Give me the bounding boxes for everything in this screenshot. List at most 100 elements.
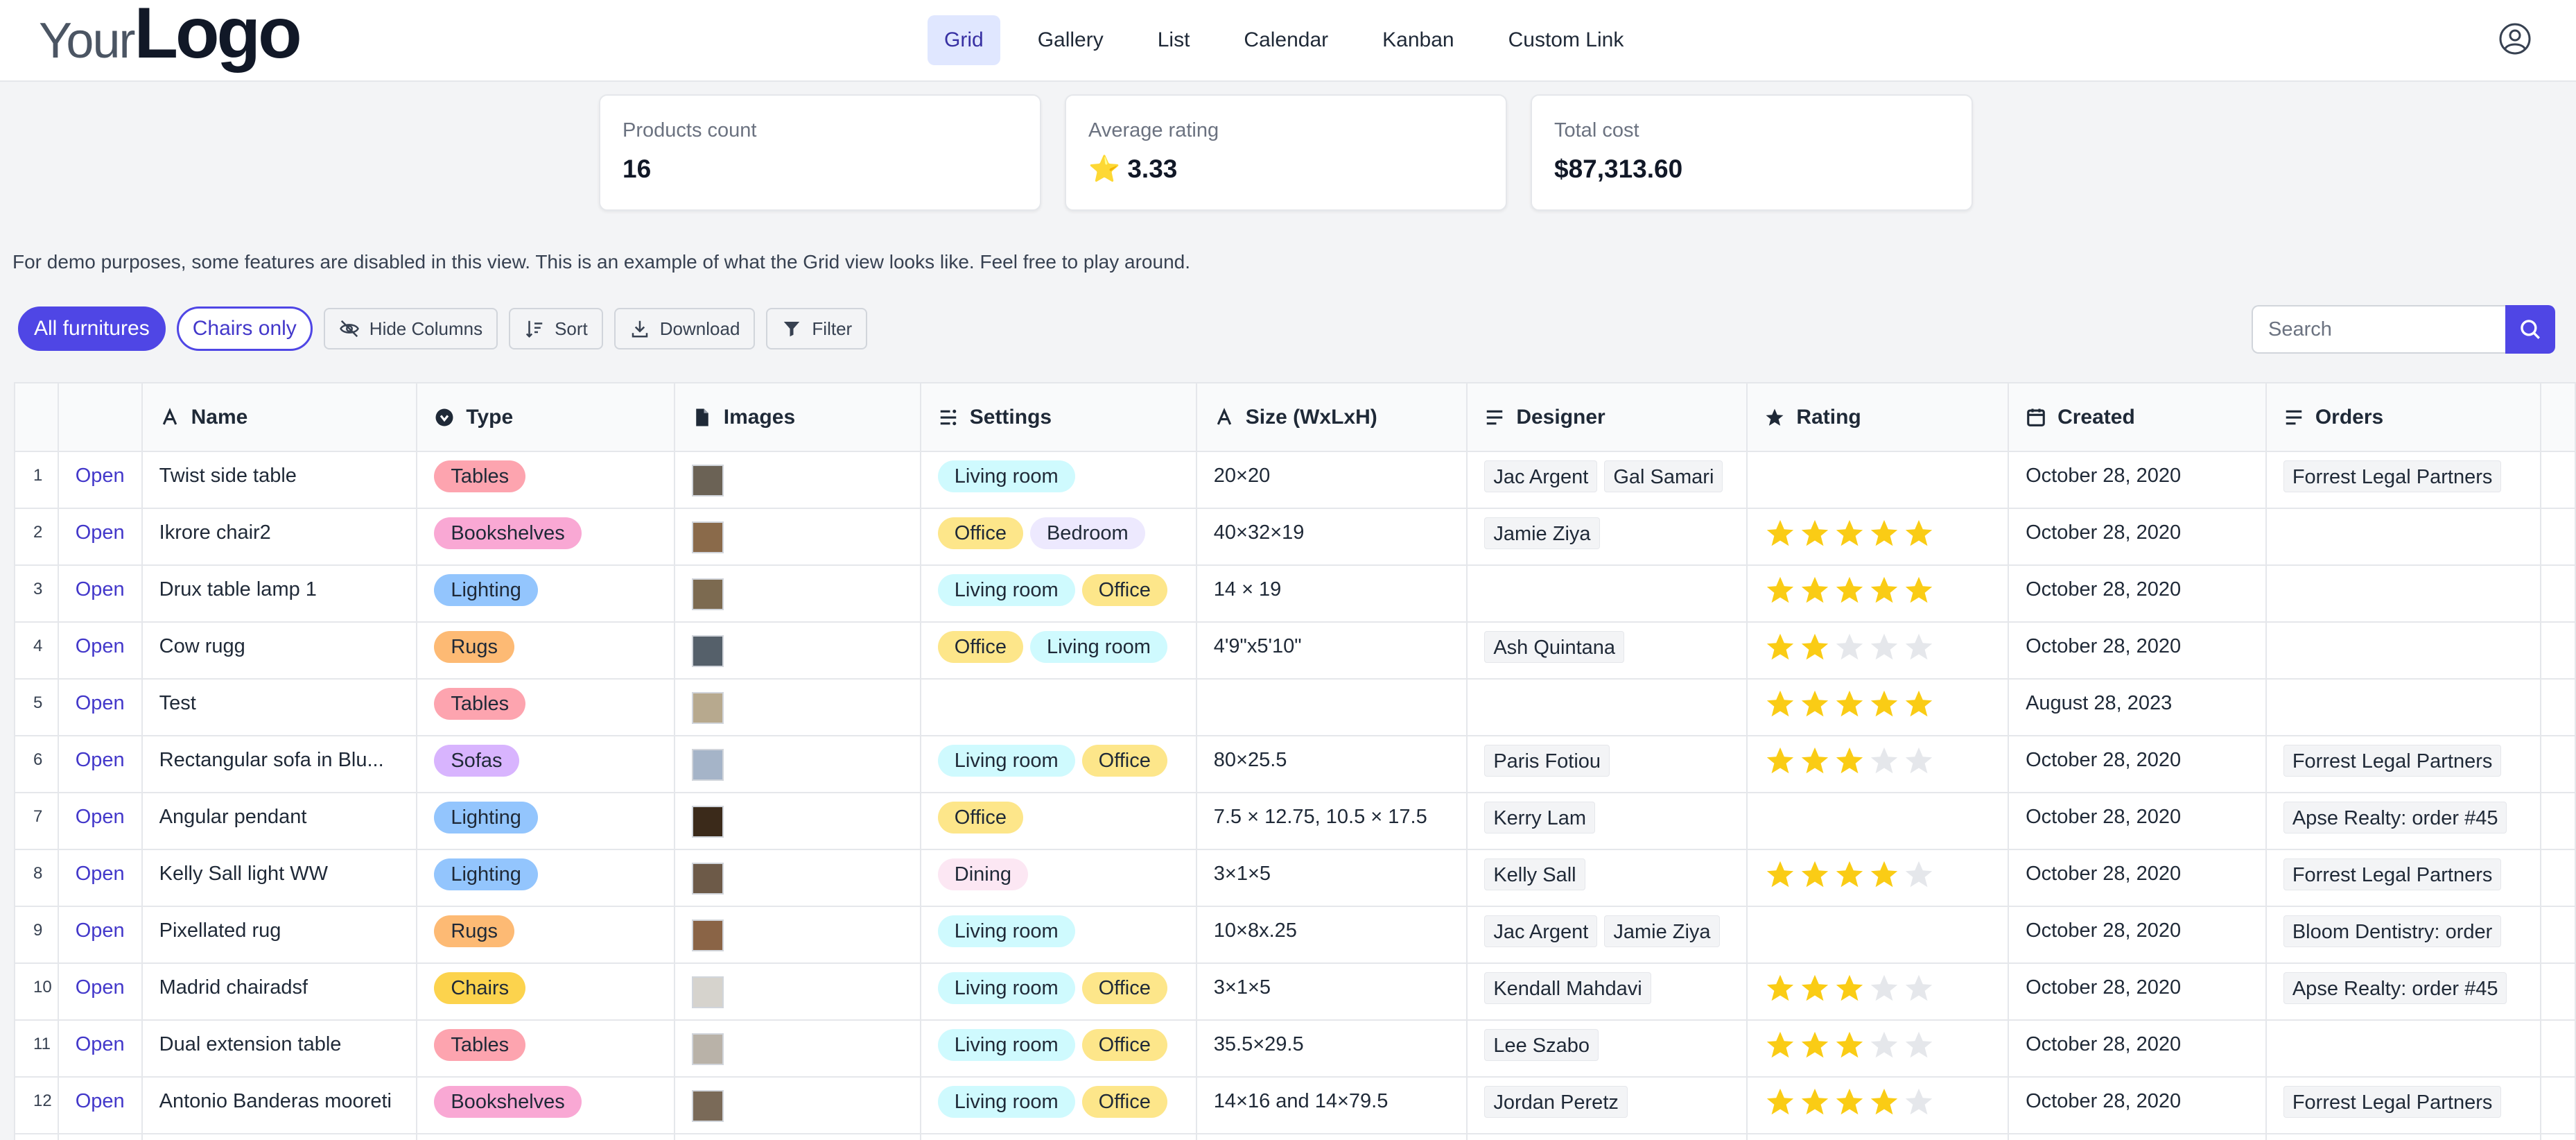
open-row-link[interactable]: Open: [75, 919, 125, 942]
star-icon[interactable]: [1868, 745, 1900, 777]
download-button[interactable]: Download: [613, 308, 756, 349]
star-icon[interactable]: [1764, 1029, 1796, 1061]
rating-stars[interactable]: [1764, 1021, 1991, 1061]
header-designer[interactable]: Designer: [1467, 383, 1748, 452]
account-icon[interactable]: [2498, 22, 2532, 55]
header-type[interactable]: Type: [417, 383, 675, 452]
star-icon[interactable]: [1834, 745, 1865, 777]
image-thumbnail[interactable]: [691, 749, 724, 781]
tab-calendar[interactable]: Calendar: [1244, 28, 1329, 51]
image-thumbnail[interactable]: [691, 863, 724, 895]
image-thumbnail[interactable]: [691, 578, 724, 610]
star-icon[interactable]: [1764, 688, 1796, 720]
star-icon[interactable]: [1903, 745, 1935, 777]
tab-list[interactable]: List: [1157, 28, 1190, 51]
star-icon[interactable]: [1764, 745, 1796, 777]
star-icon[interactable]: [1799, 517, 1831, 549]
header-rating[interactable]: Rating: [1747, 383, 2010, 452]
tab-gallery[interactable]: Gallery: [1037, 28, 1104, 51]
open-row-link[interactable]: Open: [75, 635, 125, 657]
image-thumbnail[interactable]: [691, 1090, 724, 1122]
table-row[interactable]: 5 Open Test Tables August 28, 2023: [15, 679, 2576, 736]
star-icon[interactable]: [1868, 517, 1900, 549]
header-settings[interactable]: Settings: [920, 383, 1197, 452]
star-icon[interactable]: [1868, 858, 1900, 890]
star-icon[interactable]: [1868, 631, 1900, 663]
image-thumbnail[interactable]: [691, 976, 724, 1008]
rating-stars[interactable]: [1764, 964, 1991, 1004]
tab-kanban[interactable]: Kanban: [1382, 28, 1454, 51]
image-thumbnail[interactable]: [691, 1033, 724, 1065]
star-icon[interactable]: [1903, 631, 1935, 663]
star-icon[interactable]: [1834, 631, 1865, 663]
star-icon[interactable]: [1903, 688, 1935, 720]
star-icon[interactable]: [1834, 1029, 1865, 1061]
table-row[interactable]: 1 Open Twist side table Tables Living room 20…: [15, 451, 2576, 509]
star-icon[interactable]: [1903, 1029, 1935, 1061]
rating-stars[interactable]: [1764, 623, 1991, 663]
filter-all-furnitures[interactable]: All furnitures: [18, 306, 166, 351]
hide-columns-button[interactable]: Hide Columns: [323, 308, 498, 349]
star-icon[interactable]: [1834, 688, 1865, 720]
header-name[interactable]: Name: [141, 383, 418, 452]
filter-chairs-only[interactable]: Chairs only: [176, 306, 313, 351]
image-thumbnail[interactable]: [691, 692, 724, 724]
star-icon[interactable]: [1764, 972, 1796, 1004]
image-thumbnail[interactable]: [691, 465, 724, 496]
header-images[interactable]: Images: [674, 383, 921, 452]
star-icon[interactable]: [1868, 1029, 1900, 1061]
star-icon[interactable]: [1764, 1086, 1796, 1118]
search-button[interactable]: [2505, 305, 2555, 354]
open-row-link[interactable]: Open: [75, 578, 125, 601]
image-thumbnail[interactable]: [691, 919, 724, 951]
star-icon[interactable]: [1799, 688, 1831, 720]
star-icon[interactable]: [1903, 858, 1935, 890]
header-orders[interactable]: Orders: [2265, 383, 2542, 452]
star-icon[interactable]: [1868, 1086, 1900, 1118]
star-icon[interactable]: [1799, 631, 1831, 663]
star-icon[interactable]: [1868, 972, 1900, 1004]
sort-button[interactable]: Sort: [509, 308, 603, 349]
star-icon[interactable]: [1903, 517, 1935, 549]
star-icon[interactable]: [1799, 1029, 1831, 1061]
table-row[interactable]: 3 Open Drux table lamp 1 Lighting Living roo…: [15, 565, 2576, 623]
table-row[interactable]: 4 Open Cow rugg Rugs Office Living room 4'9"x5…: [15, 622, 2576, 680]
star-icon[interactable]: [1799, 745, 1831, 777]
filter-button[interactable]: Filter: [766, 308, 868, 349]
star-icon[interactable]: [1764, 631, 1796, 663]
search-input[interactable]: [2252, 305, 2505, 354]
logo[interactable]: Your Logo: [39, 0, 302, 82]
open-row-link[interactable]: Open: [75, 521, 125, 544]
open-row-link[interactable]: Open: [75, 806, 125, 828]
image-thumbnail[interactable]: [691, 635, 724, 667]
rating-stars[interactable]: [1764, 566, 1991, 606]
table-row[interactable]: [15, 1134, 2576, 1140]
image-thumbnail[interactable]: [691, 521, 724, 553]
tab-grid[interactable]: Grid: [928, 15, 1000, 65]
header-created[interactable]: Created: [2008, 383, 2267, 452]
header-size[interactable]: Size (WxLxH): [1196, 383, 1468, 452]
rating-stars[interactable]: [1764, 850, 1991, 890]
open-row-link[interactable]: Open: [75, 863, 125, 885]
open-row-link[interactable]: Open: [75, 976, 125, 999]
star-icon[interactable]: [1903, 574, 1935, 606]
rating-stars[interactable]: [1764, 680, 1991, 720]
star-icon[interactable]: [1834, 972, 1865, 1004]
star-icon[interactable]: [1764, 858, 1796, 890]
table-row[interactable]: 10 Open Madrid chairadsf Chairs Living room O…: [15, 963, 2576, 1021]
table-row[interactable]: 6 Open Rectangular sofa in Blu... Sofas Livi…: [15, 736, 2576, 793]
star-icon[interactable]: [1903, 1086, 1935, 1118]
star-icon[interactable]: [1834, 1086, 1865, 1118]
star-icon[interactable]: [1834, 858, 1865, 890]
table-row[interactable]: 7 Open Angular pendant Lighting Office 7.5 × …: [15, 793, 2576, 850]
star-icon[interactable]: [1903, 972, 1935, 1004]
table-row[interactable]: 11 Open Dual extension table Tables Living r…: [15, 1020, 2576, 1078]
tab-custom-link[interactable]: Custom Link: [1508, 28, 1624, 51]
star-icon[interactable]: [1799, 574, 1831, 606]
star-icon[interactable]: [1834, 517, 1865, 549]
open-row-link[interactable]: Open: [75, 749, 125, 771]
star-icon[interactable]: [1799, 1086, 1831, 1118]
rating-stars[interactable]: [1764, 1078, 1991, 1118]
open-row-link[interactable]: Open: [75, 1090, 125, 1112]
open-row-link[interactable]: Open: [75, 1033, 125, 1055]
